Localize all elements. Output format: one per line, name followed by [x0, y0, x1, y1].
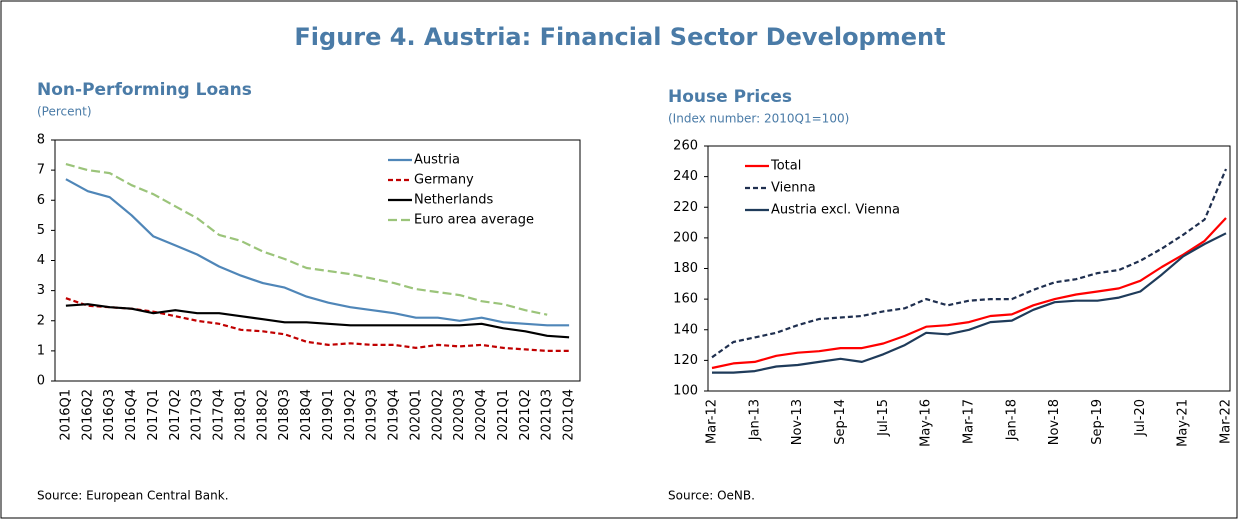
- x-tick-label: 2021Q2: [518, 389, 533, 441]
- x-tick-label: 2016Q4: [124, 389, 139, 441]
- x-tick-label: 2020Q4: [474, 389, 489, 441]
- y-tick-label: 140: [673, 322, 698, 337]
- chart-subtitle: (Percent): [37, 105, 92, 119]
- x-tick-label: 2017Q4: [212, 389, 227, 441]
- x-tick-label: Nov-13: [790, 399, 805, 445]
- chart-title: House Prices: [668, 87, 792, 107]
- chart-subtitle: (Index number: 2010Q1=100): [668, 112, 849, 126]
- x-tick-label: 2020Q2: [430, 389, 445, 441]
- x-tick-label: 2018Q2: [255, 389, 270, 441]
- x-tick-label: 2017Q2: [168, 389, 183, 441]
- x-tick-label: Jul-20: [1133, 399, 1148, 437]
- series-line: [711, 217, 1227, 370]
- x-tick-label: Jan-13: [747, 399, 762, 441]
- x-tick-label: 2016Q1: [58, 389, 73, 441]
- x-tick-label: 2021Q4: [562, 389, 577, 441]
- y-tick-label: 120: [673, 353, 698, 368]
- y-tick-label: 3: [37, 283, 45, 298]
- x-tick-label: 2020Q1: [408, 389, 423, 441]
- x-tick-label: 2018Q4: [299, 389, 314, 441]
- source-note: Source: OeNB.: [668, 489, 755, 503]
- x-tick-label: 2016Q2: [80, 389, 95, 441]
- x-tick-label: 2019Q1: [321, 389, 336, 441]
- x-tick-label: Jan-18: [1004, 399, 1019, 441]
- y-tick-label: 220: [673, 200, 698, 215]
- x-tick-label: Sep-19: [1090, 399, 1105, 445]
- series-line: [712, 232, 1227, 374]
- x-tick-label: Nov-18: [1047, 399, 1062, 445]
- y-tick-label: 200: [673, 230, 698, 245]
- series-line: [65, 303, 570, 339]
- y-tick-label: 4: [37, 253, 45, 268]
- x-tick-label: Jul-15: [876, 399, 891, 437]
- y-tick-label: 8: [37, 133, 45, 148]
- legend-label: Vienna: [771, 181, 816, 196]
- x-tick-label: 2019Q3: [365, 389, 380, 441]
- x-tick-label: 2021Q1: [496, 389, 511, 441]
- x-tick-label: 2020Q3: [452, 389, 467, 441]
- x-tick-label: Mar-17: [962, 399, 977, 444]
- y-tick-label: 7: [37, 163, 45, 178]
- y-tick-label: 160: [673, 292, 698, 307]
- source-note: Source: European Central Bank.: [37, 489, 229, 503]
- plot-area: [54, 139, 581, 382]
- legend-label: Netherlands: [414, 193, 493, 208]
- y-tick-label: 100: [673, 384, 698, 399]
- x-tick-label: 2017Q1: [146, 389, 161, 441]
- x-tick-label: 2016Q3: [102, 389, 117, 441]
- legend-label: Austria excl. Vienna: [771, 203, 900, 218]
- y-tick-label: 5: [37, 223, 45, 238]
- legend-label: Total: [770, 159, 801, 174]
- x-tick-label: May-16: [919, 399, 934, 447]
- y-tick-label: 6: [37, 193, 45, 208]
- series-line: [65, 163, 548, 316]
- series-line: [711, 168, 1228, 359]
- x-tick-label: 2019Q4: [387, 389, 402, 441]
- y-tick-label: 240: [673, 169, 698, 184]
- legend-label: Germany: [414, 173, 474, 188]
- x-tick-label: 2018Q3: [277, 389, 292, 441]
- y-tick-label: 180: [673, 261, 698, 276]
- x-tick-label: 2021Q3: [540, 389, 555, 441]
- figure-title: Figure 4. Austria: Financial Sector Deve…: [294, 23, 945, 51]
- x-tick-label: Sep-14: [833, 399, 848, 445]
- x-tick-label: 2019Q2: [343, 389, 358, 441]
- y-tick-label: 1: [37, 343, 45, 358]
- chart-title: Non-Performing Loans: [37, 80, 252, 100]
- y-tick-label: 2: [37, 313, 45, 328]
- series-line: [65, 297, 570, 352]
- y-tick-label: 260: [673, 139, 698, 154]
- x-tick-label: Mar-22: [1219, 399, 1234, 444]
- x-tick-label: 2018Q1: [233, 389, 248, 441]
- x-tick-label: 2017Q3: [190, 389, 205, 441]
- y-tick-label: 0: [37, 374, 45, 389]
- legend-label: Austria: [414, 153, 460, 168]
- series-line: [65, 178, 570, 327]
- legend-label: Euro area average: [414, 213, 534, 228]
- x-tick-label: Mar-12: [705, 399, 720, 444]
- x-tick-label: May-21: [1176, 399, 1191, 447]
